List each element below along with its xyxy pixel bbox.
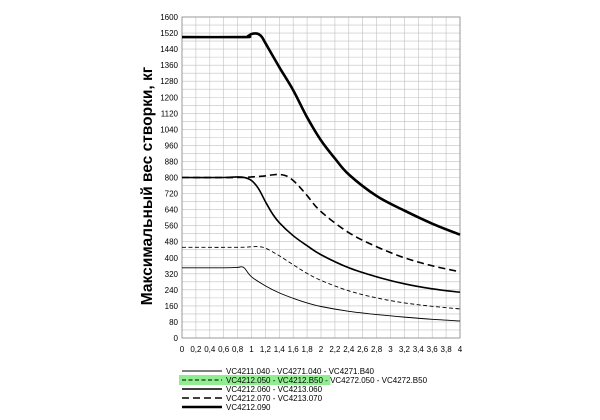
x-axis-ticks: 0 0,2 0,4 0,6 0,8 1 1,2 1,4 1,6 1,8 2 2,2 2,4 2,6 2,8 3… <box>180 345 463 354</box>
y-tick-label: 1520 <box>160 29 178 38</box>
series-line-2 <box>181 246 461 310</box>
x-tick-label: 3,4 <box>413 345 425 354</box>
x-tick-label: 1,6 <box>288 345 300 354</box>
x-tick-label: 3,2 <box>399 345 411 354</box>
legend-label: VC4212.050 - VC4212.B50 - VC4272.050 - V… <box>226 376 428 385</box>
y-tick-label: 880 <box>165 157 179 166</box>
y-tick-label: 160 <box>165 302 179 311</box>
x-tick-label: 0,4 <box>204 345 216 354</box>
y-axis-ticks: 0 80 160 240 320 400 480 560 640 720 800 880 960 1040… <box>160 13 178 343</box>
x-tick-label: 0,2 <box>190 345 202 354</box>
chart-legend: VC4211.040 - VC4271.040 - VC4271.B40VC42… <box>179 367 428 412</box>
y-tick-label: 1280 <box>160 77 178 86</box>
y-tick-label: 640 <box>165 206 179 215</box>
x-tick-label: 1,8 <box>302 345 314 354</box>
series-line-1 <box>181 266 461 322</box>
y-tick-label: 1040 <box>160 125 178 134</box>
x-tick-label: 3 <box>388 345 393 354</box>
y-tick-label: 960 <box>165 141 179 150</box>
y-tick-label: 1360 <box>160 61 178 70</box>
chart-grid <box>181 16 461 339</box>
x-tick-label: 2,8 <box>371 345 383 354</box>
x-tick-label: 2,2 <box>329 345 341 354</box>
x-tick-label: 2,4 <box>343 345 355 354</box>
y-tick-label: 1440 <box>160 45 178 54</box>
y-tick-label: 240 <box>165 286 179 295</box>
chart-series <box>181 32 461 322</box>
x-tick-label: 2,6 <box>357 345 369 354</box>
series-line-5 <box>181 32 461 236</box>
legend-label: VC4211.040 - VC4271.040 - VC4271.B40 <box>226 367 375 376</box>
y-axis-label: Максимальный вес створки, кг <box>139 66 156 305</box>
y-tick-label: 800 <box>165 174 179 183</box>
x-tick-label: 3,6 <box>427 345 439 354</box>
y-tick-label: 320 <box>165 270 179 279</box>
y-tick-label: 1600 <box>160 13 178 22</box>
x-tick-label: 4 <box>458 345 463 354</box>
x-tick-label: 1 <box>249 345 254 354</box>
x-tick-label: 2 <box>319 345 324 354</box>
legend-label: VC4212.060 - VC4213.060 <box>226 385 323 394</box>
y-tick-label: 560 <box>165 222 179 231</box>
y-tick-label: 0 <box>174 334 179 343</box>
x-tick-label: 0,8 <box>232 345 244 354</box>
y-tick-label: 720 <box>165 190 179 199</box>
y-tick-label: 480 <box>165 238 179 247</box>
x-tick-label: 3,8 <box>441 345 453 354</box>
y-tick-label: 1120 <box>161 109 179 118</box>
legend-label: VC4212.070 - VC4213.070 <box>226 394 323 403</box>
y-tick-label: 80 <box>169 318 178 327</box>
series-line-4 <box>181 173 461 273</box>
legend-highlight <box>179 375 331 385</box>
x-tick-label: 1,4 <box>274 345 286 354</box>
x-tick-label: 0,6 <box>218 345 230 354</box>
x-tick-label: 0 <box>180 345 185 354</box>
legend-label: VC4212.090 <box>226 403 271 412</box>
x-tick-label: 1,2 <box>260 345 272 354</box>
y-tick-label: 400 <box>165 254 179 263</box>
y-tick-label: 1200 <box>160 93 178 102</box>
